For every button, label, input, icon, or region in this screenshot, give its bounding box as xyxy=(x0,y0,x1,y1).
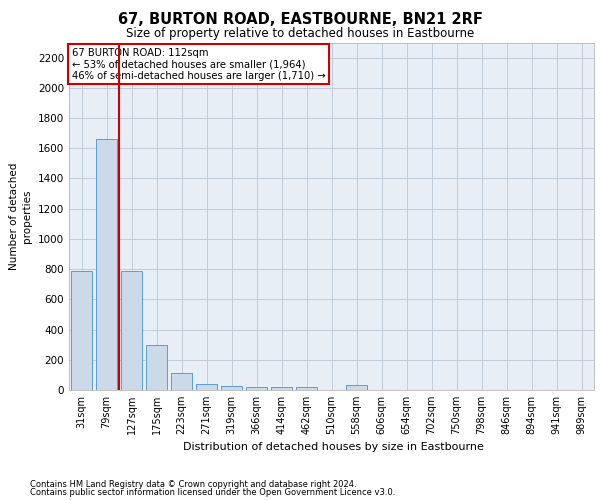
Bar xyxy=(171,374,192,390)
Text: Size of property relative to detached houses in Eastbourne: Size of property relative to detached ho… xyxy=(126,28,474,40)
Bar xyxy=(221,386,242,390)
Y-axis label: Number of detached
properties: Number of detached properties xyxy=(9,162,32,270)
Bar xyxy=(71,270,92,390)
Bar xyxy=(121,270,142,390)
Bar xyxy=(246,387,267,390)
Text: Distribution of detached houses by size in Eastbourne: Distribution of detached houses by size … xyxy=(182,442,484,452)
Bar xyxy=(146,344,167,390)
Text: 67, BURTON ROAD, EASTBOURNE, BN21 2RF: 67, BURTON ROAD, EASTBOURNE, BN21 2RF xyxy=(118,12,482,28)
Text: Contains HM Land Registry data © Crown copyright and database right 2024.: Contains HM Land Registry data © Crown c… xyxy=(30,480,356,489)
Bar xyxy=(296,387,317,390)
Text: 67 BURTON ROAD: 112sqm
← 53% of detached houses are smaller (1,964)
46% of semi-: 67 BURTON ROAD: 112sqm ← 53% of detached… xyxy=(71,48,325,81)
Bar xyxy=(196,384,217,390)
Bar xyxy=(346,386,367,390)
Bar xyxy=(96,139,117,390)
Text: Contains public sector information licensed under the Open Government Licence v3: Contains public sector information licen… xyxy=(30,488,395,497)
Bar xyxy=(271,387,292,390)
